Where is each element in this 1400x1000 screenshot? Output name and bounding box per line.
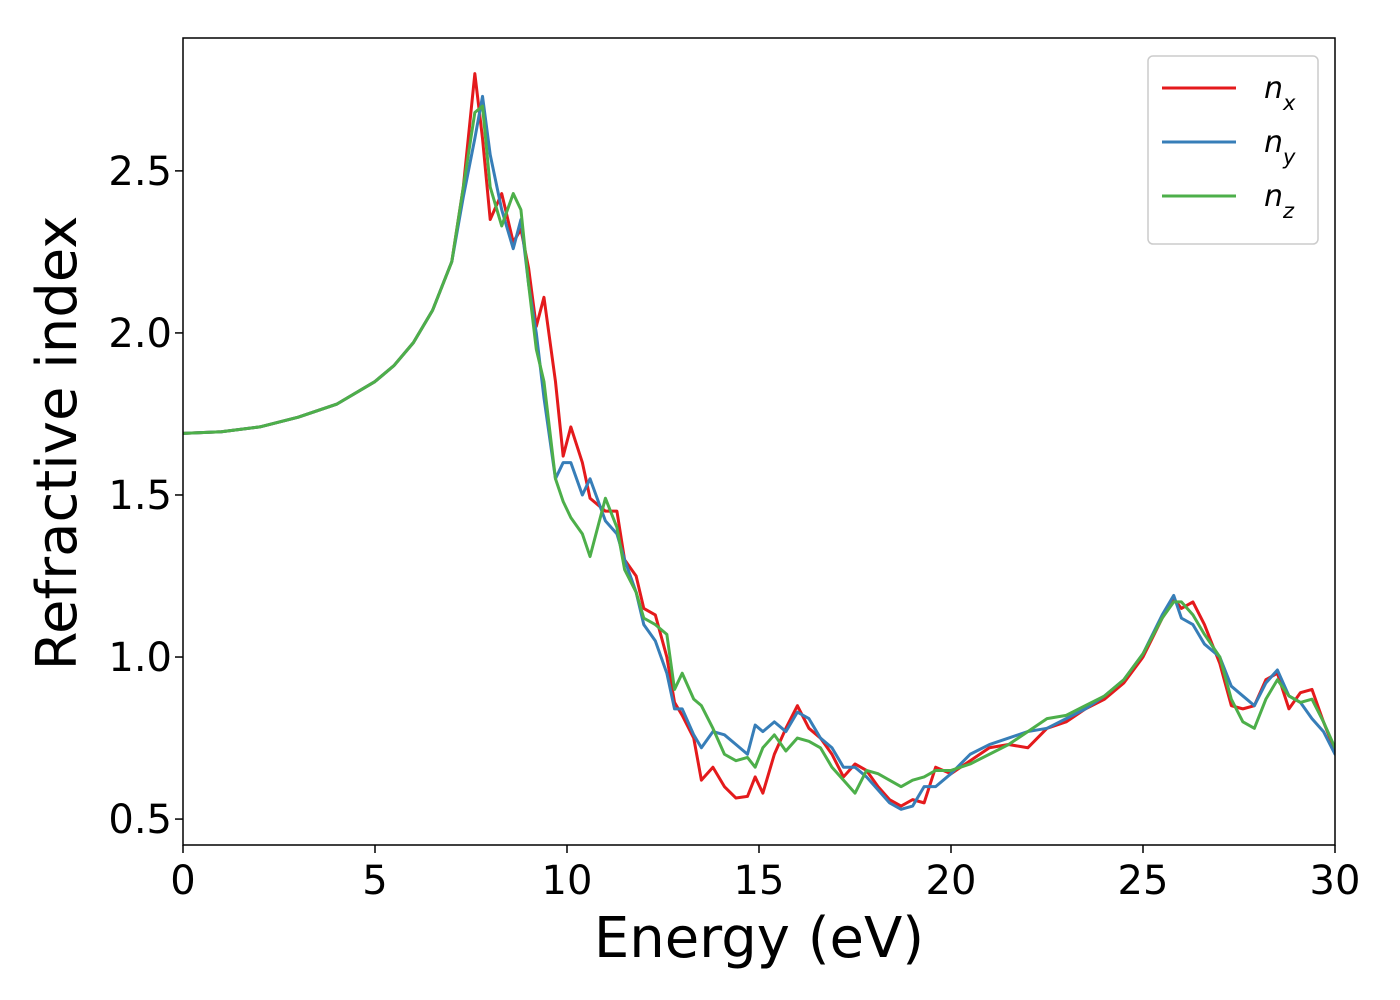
y-tick-label: 1.0 xyxy=(108,635,172,681)
legend-label: nz xyxy=(1264,179,1295,223)
y-tick-label: 2.0 xyxy=(108,311,172,357)
y-tick-label: 1.5 xyxy=(108,473,172,519)
y-tick-label: 0.5 xyxy=(108,797,172,843)
x-tick-label: 15 xyxy=(734,858,785,904)
x-tick-label: 25 xyxy=(1118,858,1169,904)
series-line xyxy=(183,94,1335,811)
series-line xyxy=(183,104,1335,795)
x-axis-label: Energy (eV) xyxy=(594,906,924,971)
x-tick-label: 30 xyxy=(1310,858,1361,904)
x-tick-label: 5 xyxy=(362,858,387,904)
x-tick-label: 20 xyxy=(926,858,977,904)
y-axis-label: Refractive index xyxy=(25,216,90,671)
legend-label: ny xyxy=(1264,125,1296,169)
plot-frame xyxy=(182,37,1336,846)
x-tick-label: 0 xyxy=(170,858,195,904)
y-tick-label: 2.5 xyxy=(108,149,172,195)
legend-label: nx xyxy=(1264,71,1296,115)
x-tick-label: 10 xyxy=(542,858,593,904)
